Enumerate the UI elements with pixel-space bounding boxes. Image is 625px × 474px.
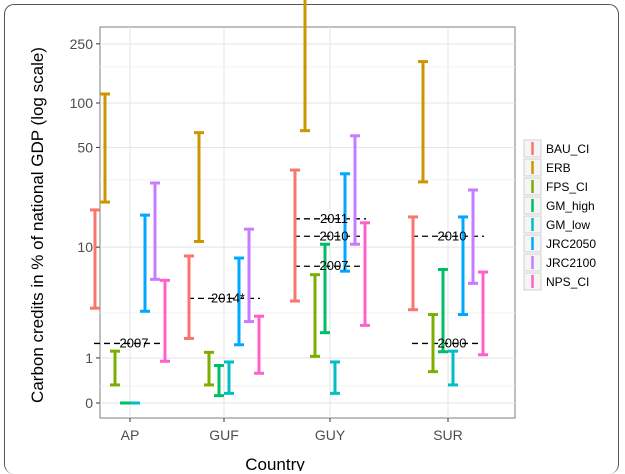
errorbar-NPS_CI-SUR <box>478 270 488 357</box>
errorbar-GM_low-GUY <box>330 360 340 395</box>
errorbar-NPS_CI-GUY <box>360 221 370 327</box>
errorbar-JRC2100-GUY <box>350 134 360 246</box>
errorbar-FPS_CI-AP <box>110 349 120 387</box>
legend-item-GM_high: GM_high <box>523 196 595 215</box>
errorbar-GM_high-GUF <box>214 364 224 398</box>
errorbar-BAU_CI-GUY <box>290 168 300 303</box>
legend-item-ERB: ERB <box>523 158 571 177</box>
legend-item-FPS_CI: FPS_CI <box>523 177 588 196</box>
legend-label: FPS_CI <box>546 180 588 194</box>
errorbar-GM_low-GUF <box>224 360 234 395</box>
legend-label: GM_low <box>546 218 590 232</box>
reference-label: 2014* <box>211 290 245 305</box>
errorbar-ERB-SUR <box>418 60 428 184</box>
y-tick-label: 10 <box>77 239 93 255</box>
errorbar-NPS_CI-GUF <box>254 314 264 375</box>
legend-label: NPS_CI <box>546 275 589 289</box>
errorbar-JRC2100-GUF <box>244 227 254 324</box>
errorbar-JRC2050-GUY <box>340 172 350 273</box>
errorbar-NPS_CI-AP <box>160 278 170 363</box>
y-tick-label: 100 <box>70 95 94 111</box>
reference-label: 2000 <box>438 335 467 350</box>
errorbar-JRC2100-SUR <box>468 188 478 285</box>
legend-item-JRC2050: JRC2050 <box>523 234 596 253</box>
legend-label: JRC2050 <box>546 237 596 251</box>
y-tick-label: 0 <box>85 395 93 411</box>
legend-item-JRC2100: JRC2100 <box>523 253 596 272</box>
legend-item-BAU_CI: BAU_CI <box>523 139 589 158</box>
errorbar-BAU_CI-GUF <box>184 254 194 340</box>
x-axis-title: Country <box>245 455 305 471</box>
legend-label: ERB <box>546 161 571 175</box>
errorbar-ERB-AP <box>100 92 110 204</box>
errorbar-FPS_CI-SUR <box>428 313 438 374</box>
errorbar-JRC2050-AP <box>140 213 150 313</box>
y-tick-label: 50 <box>77 139 93 155</box>
reference-label: 2010 <box>438 228 467 243</box>
errorbar-ERB-GUY <box>300 0 310 133</box>
errorbar-GM_high-SUR <box>438 267 448 354</box>
reference-label: 2011 <box>320 211 348 226</box>
x-tick-label: AP <box>121 427 140 443</box>
errorbar-GM_low-SUR <box>448 349 458 387</box>
errorbar-FPS_CI-GUY <box>310 273 320 358</box>
reference-label: 2007 <box>120 335 149 350</box>
x-tick-label: GUY <box>315 427 346 443</box>
errorbar-GM_high-GUY <box>320 242 330 335</box>
legend-item-NPS_CI: NPS_CI <box>523 272 589 291</box>
legend-item-GM_low: GM_low <box>523 215 590 234</box>
errorbar-JRC2100-AP <box>150 181 160 281</box>
y-axis-title: Carbon credits in % of national GDP (log… <box>28 47 47 403</box>
errorbar-BAU_CI-SUR <box>408 215 418 312</box>
legend-label: BAU_CI <box>546 142 589 156</box>
x-tick-label: GUF <box>209 427 239 443</box>
errorbar-BAU_CI-AP <box>90 208 100 310</box>
errorbar-JRC2050-SUR <box>458 215 468 317</box>
legend-label: JRC2100 <box>546 256 596 270</box>
x-tick-label: SUR <box>433 427 463 443</box>
errorbar-ERB-GUF <box>194 131 204 243</box>
errorbar-FPS_CI-GUF <box>204 350 214 387</box>
reference-label: 2010 <box>320 228 349 243</box>
errorbar-JRC2050-GUF <box>234 256 244 347</box>
legend-label: GM_high <box>546 199 595 213</box>
y-tick-label: 250 <box>70 36 94 52</box>
y-tick-label: 1 <box>85 350 93 366</box>
reference-label: 2007 <box>320 258 349 273</box>
